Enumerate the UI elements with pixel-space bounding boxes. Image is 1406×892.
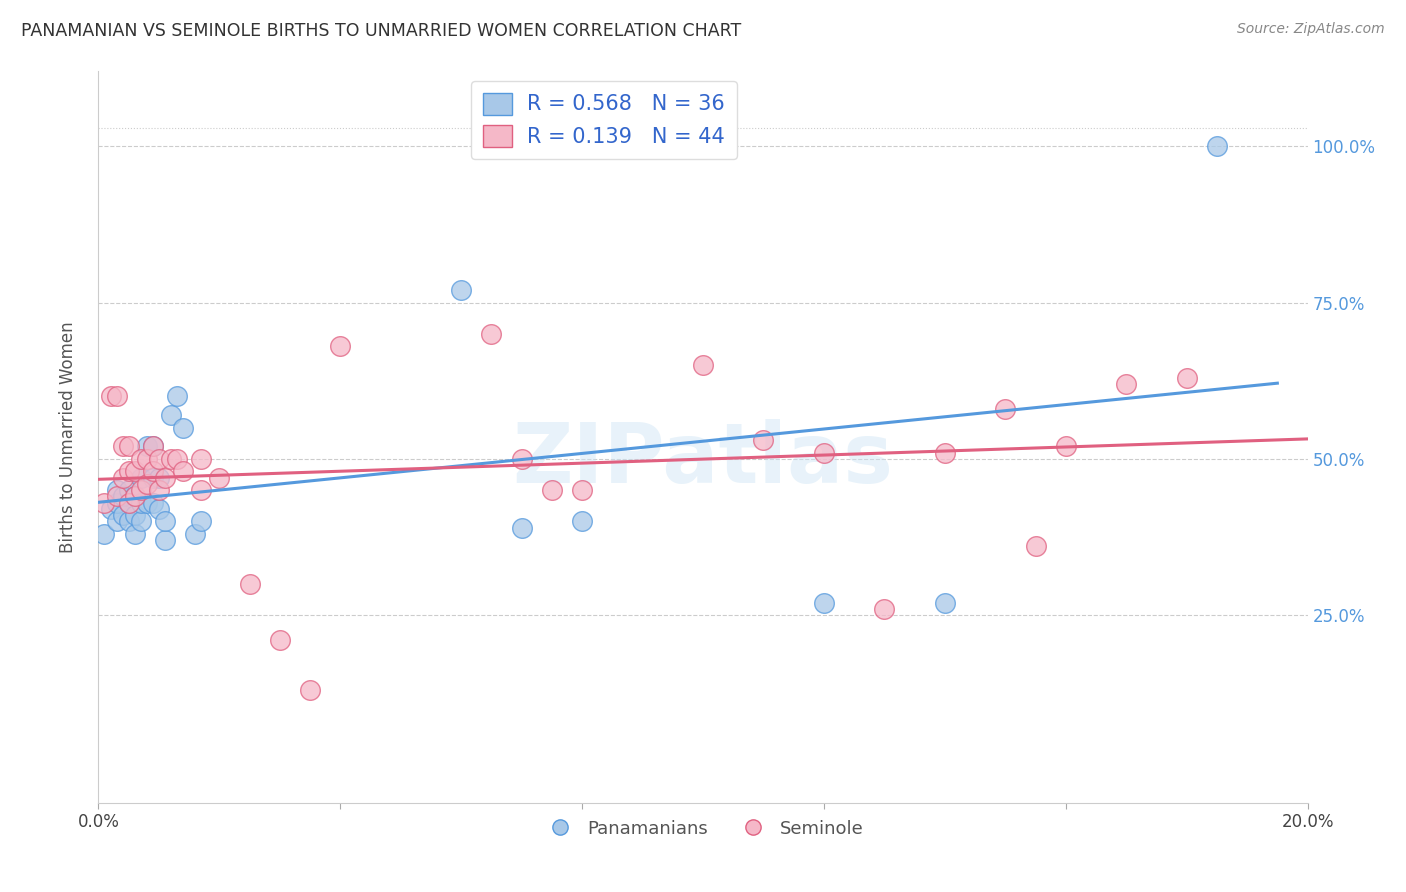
Point — [172, 465, 194, 479]
Point — [190, 452, 212, 467]
Point — [172, 420, 194, 434]
Point — [148, 483, 170, 498]
Point — [142, 496, 165, 510]
Point — [105, 515, 128, 529]
Legend: Panamanians, Seminole: Panamanians, Seminole — [534, 813, 872, 845]
Text: ZIPatlas: ZIPatlas — [513, 418, 893, 500]
Point — [160, 452, 183, 467]
Point — [269, 633, 291, 648]
Point — [1115, 376, 1137, 391]
Point — [135, 452, 157, 467]
Text: Source: ZipAtlas.com: Source: ZipAtlas.com — [1237, 22, 1385, 37]
Point — [124, 465, 146, 479]
Point — [124, 527, 146, 541]
Point — [118, 515, 141, 529]
Point — [100, 502, 122, 516]
Point — [118, 496, 141, 510]
Point — [135, 477, 157, 491]
Point — [450, 283, 472, 297]
Point — [148, 452, 170, 467]
Point — [100, 389, 122, 403]
Point — [105, 490, 128, 504]
Point — [1175, 370, 1198, 384]
Point — [873, 602, 896, 616]
Point — [166, 452, 188, 467]
Point — [208, 471, 231, 485]
Point — [118, 465, 141, 479]
Point — [142, 440, 165, 454]
Point — [111, 490, 134, 504]
Point — [129, 496, 152, 510]
Point — [129, 452, 152, 467]
Point — [481, 326, 503, 341]
Point — [153, 533, 176, 548]
Point — [118, 483, 141, 498]
Point — [510, 521, 533, 535]
Point — [118, 496, 141, 510]
Point — [813, 446, 835, 460]
Point — [118, 440, 141, 454]
Point — [148, 502, 170, 516]
Point — [111, 471, 134, 485]
Point — [571, 515, 593, 529]
Point — [124, 508, 146, 523]
Point — [329, 339, 352, 353]
Point — [692, 358, 714, 372]
Point — [239, 577, 262, 591]
Point — [124, 490, 146, 504]
Point — [994, 401, 1017, 416]
Point — [153, 471, 176, 485]
Y-axis label: Births to Unmarried Women: Births to Unmarried Women — [59, 321, 77, 553]
Point — [129, 515, 152, 529]
Point — [1206, 139, 1229, 153]
Point — [105, 483, 128, 498]
Text: PANAMANIAN VS SEMINOLE BIRTHS TO UNMARRIED WOMEN CORRELATION CHART: PANAMANIAN VS SEMINOLE BIRTHS TO UNMARRI… — [21, 22, 741, 40]
Point — [934, 446, 956, 460]
Point — [111, 440, 134, 454]
Point — [299, 683, 322, 698]
Point — [190, 483, 212, 498]
Point — [510, 452, 533, 467]
Point — [93, 527, 115, 541]
Point — [105, 389, 128, 403]
Point — [135, 496, 157, 510]
Point — [111, 508, 134, 523]
Point — [190, 515, 212, 529]
Point — [148, 471, 170, 485]
Point — [571, 483, 593, 498]
Point — [129, 483, 152, 498]
Point — [934, 596, 956, 610]
Point — [105, 496, 128, 510]
Point — [160, 408, 183, 422]
Point — [184, 527, 207, 541]
Point — [129, 471, 152, 485]
Point — [142, 465, 165, 479]
Point — [1054, 440, 1077, 454]
Point — [142, 440, 165, 454]
Point — [540, 483, 562, 498]
Point — [135, 440, 157, 454]
Point — [1024, 540, 1046, 554]
Point — [93, 496, 115, 510]
Point — [813, 596, 835, 610]
Point — [153, 515, 176, 529]
Point — [124, 490, 146, 504]
Point — [142, 471, 165, 485]
Point — [166, 389, 188, 403]
Point — [752, 434, 775, 448]
